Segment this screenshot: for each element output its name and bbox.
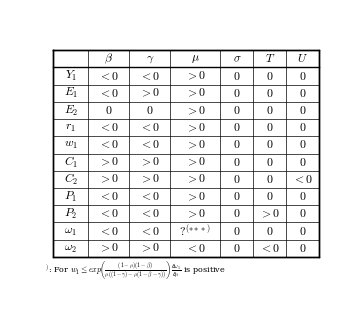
Text: $0$: $0$ [266,70,274,82]
Text: $0$: $0$ [233,242,241,255]
Text: $> 0$: $> 0$ [185,121,206,134]
Text: $0$: $0$ [233,156,241,169]
Text: $> 0$: $> 0$ [185,87,206,100]
Text: $\beta$: $\beta$ [104,52,113,66]
Text: $0$: $0$ [266,190,274,203]
Text: $< 0$: $< 0$ [139,70,160,82]
Text: $< 0$: $< 0$ [98,190,119,203]
Text: $\sigma$: $\sigma$ [233,52,241,65]
Text: $> 0$: $> 0$ [98,173,119,186]
Text: $0$: $0$ [233,104,241,117]
Text: $0$: $0$ [146,104,154,117]
Text: $0$: $0$ [299,190,306,203]
Text: $> 0$: $> 0$ [98,242,119,255]
Text: $> 0$: $> 0$ [185,173,206,186]
Text: $> 0$: $> 0$ [139,156,160,169]
Text: $0$: $0$ [233,224,241,238]
Text: $< 0$: $< 0$ [139,139,160,151]
Text: $C_2$: $C_2$ [64,172,78,187]
Text: $0$: $0$ [233,121,241,134]
Text: $> 0$: $> 0$ [185,156,206,169]
Text: $\omega_1$: $\omega_1$ [64,224,77,238]
Text: $> 0$: $> 0$ [185,190,206,203]
Text: $0$: $0$ [299,104,306,117]
Text: $< 0$: $< 0$ [139,224,160,238]
Text: $< 0$: $< 0$ [98,207,119,220]
Text: $0$: $0$ [266,139,274,151]
Text: $E_1$: $E_1$ [64,86,78,100]
Text: $0$: $0$ [105,104,112,117]
Text: $> 0$: $> 0$ [259,207,280,220]
Text: $0$: $0$ [266,173,274,186]
Text: $< 0$: $< 0$ [139,207,160,220]
Text: ${}^{)}$: For $w_1 \leq exp\!\left(\frac{(1-\mu)(1-\beta)}{\mu((1-\gamma)-\mu(1-: ${}^{)}$: For $w_1 \leq exp\!\left(\frac… [45,259,225,281]
Text: $0$: $0$ [299,70,306,82]
Text: $\gamma$: $\gamma$ [145,52,154,65]
Text: $0$: $0$ [233,190,241,203]
Text: $> 0$: $> 0$ [139,242,160,255]
Text: $0$: $0$ [233,207,241,220]
Text: $T$: $T$ [265,52,275,65]
Text: $0$: $0$ [233,87,241,100]
Text: $0$: $0$ [299,207,306,220]
Text: $0$: $0$ [233,139,241,151]
Text: $< 0$: $< 0$ [98,121,119,134]
Text: $< 0$: $< 0$ [259,242,280,255]
Text: $0$: $0$ [299,87,306,100]
Text: $0$: $0$ [266,224,274,238]
Text: $< 0$: $< 0$ [139,190,160,203]
Text: $P_2$: $P_2$ [64,207,77,221]
Text: $< 0$: $< 0$ [185,242,206,255]
Text: $< 0$: $< 0$ [139,121,160,134]
Text: $0$: $0$ [299,139,306,151]
Text: $> 0$: $> 0$ [139,173,160,186]
Text: $> 0$: $> 0$ [185,104,206,117]
Text: $P_1$: $P_1$ [64,190,77,204]
Text: $> 0$: $> 0$ [185,139,206,151]
Text: $0$: $0$ [233,70,241,82]
Text: $C_1$: $C_1$ [64,155,78,170]
Text: $Y_1$: $Y_1$ [65,69,77,83]
Text: $0$: $0$ [299,156,306,169]
Text: $0$: $0$ [299,242,306,255]
Text: $< 0$: $< 0$ [98,139,119,151]
Text: $< 0$: $< 0$ [292,173,313,186]
Text: $0$: $0$ [266,87,274,100]
Text: $E_2$: $E_2$ [64,104,78,117]
Text: $0$: $0$ [266,104,274,117]
Text: $< 0$: $< 0$ [98,224,119,238]
Text: $> 0$: $> 0$ [98,156,119,169]
Text: $0$: $0$ [299,224,306,238]
Text: $0$: $0$ [266,156,274,169]
Text: $\omega_2$: $\omega_2$ [64,242,77,255]
Text: $< 0$: $< 0$ [98,70,119,82]
Text: $U$: $U$ [297,52,308,65]
Text: $0$: $0$ [233,173,241,186]
Text: $?^{(***)}$: $?^{(***)}$ [180,223,211,239]
Text: $w_1$: $w_1$ [64,139,78,151]
Text: $0$: $0$ [266,121,274,134]
Text: $< 0$: $< 0$ [98,87,119,100]
Text: $> 0$: $> 0$ [185,207,206,220]
Text: $r_1$: $r_1$ [65,121,76,134]
Text: $> 0$: $> 0$ [139,87,160,100]
Text: $> 0$: $> 0$ [185,70,206,82]
Text: $0$: $0$ [299,121,306,134]
Text: $\mu$: $\mu$ [191,52,200,65]
